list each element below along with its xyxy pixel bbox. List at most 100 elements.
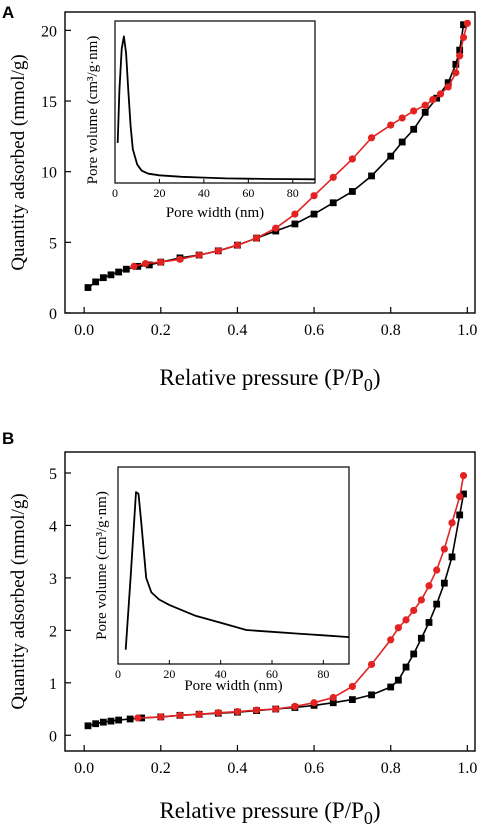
- series-2-point: [252, 234, 261, 242]
- series-2-point: [130, 262, 138, 270]
- inset-y-axis-label: Pore volume (cm³/g·nm): [94, 491, 110, 640]
- series-1-point: [92, 278, 100, 286]
- series-2-point: [402, 616, 410, 624]
- series-2-point: [157, 713, 165, 721]
- series-1-point: [398, 138, 406, 146]
- panel-a-chart: 0.0 0.2 0.4 0.6 0.8 1.0 0 5 10 15 20 Relative press…: [8, 11, 477, 395]
- series-1-point: [134, 262, 142, 270]
- series-1-point: [421, 108, 429, 116]
- inset-x-tick-label: 0: [112, 186, 118, 200]
- y-tick-label: 0: [49, 728, 57, 745]
- series-1-point: [410, 125, 418, 133]
- inset-x-tick-label: 0: [115, 667, 121, 681]
- inset-y-label-unit: (cm³/g·nm): [94, 491, 110, 563]
- series-2-point: [367, 134, 376, 142]
- series-1-point: [452, 60, 460, 68]
- x-tick-label: 0.8: [381, 322, 401, 339]
- series-2-point: [233, 708, 242, 716]
- series-2-point: [348, 155, 356, 163]
- series-2-point: [291, 702, 299, 711]
- inset-x-tick-label: 20: [163, 667, 175, 681]
- series-2-point: [436, 90, 445, 98]
- x-axis-label: Relative pressure (P/P0): [159, 798, 380, 828]
- series-1-point: [368, 172, 375, 180]
- series-1-point: [84, 722, 92, 730]
- series-1-point: [394, 676, 402, 684]
- y-tick-label: 20: [41, 23, 57, 40]
- inset-curve: [116, 35, 316, 181]
- y-axis-label: Quantity adsorbed (mmol/g): [8, 54, 29, 270]
- inset-y-label-unit: (cm³/g·nm): [85, 36, 101, 108]
- series-1-point: [310, 210, 318, 218]
- series-2-point: [456, 492, 464, 501]
- inset-x-tick-label: 40: [198, 186, 210, 200]
- series-2-point: [398, 114, 406, 122]
- series-1-point: [348, 696, 356, 703]
- y-tick-label: 4: [49, 518, 57, 535]
- series-2-point: [291, 210, 299, 218]
- series-2-point: [425, 582, 433, 590]
- series-2-point: [429, 96, 437, 104]
- series-1-point: [456, 511, 464, 519]
- series-1-point: [417, 634, 425, 642]
- inset-x-tick-label: 20: [153, 186, 165, 200]
- x-tick-label: 1.0: [457, 322, 477, 339]
- panel-b-chart: 0.0 0.2 0.4 0.6 0.8 1.0 0 1 2 3 4 5 Relative pressur…: [8, 451, 477, 828]
- series-2-point: [387, 636, 395, 644]
- x-tick-label: 0.0: [74, 760, 94, 777]
- series-1-point: [126, 715, 134, 723]
- series-2-point: [214, 709, 222, 717]
- series-2-point: [410, 606, 418, 615]
- inset-x-tick-label: 60: [266, 667, 278, 681]
- series-2-point: [452, 69, 460, 77]
- y-axis-label: Quantity adsorbed (mmol/g): [8, 493, 29, 709]
- x-tick-label: 0.6: [304, 322, 324, 339]
- inset-chart: 0 20 40 60 80 Pore width (nm) Pore volume (cm³…: [94, 466, 350, 694]
- series-1-point: [460, 490, 467, 498]
- x-tick-label: 0.8: [381, 760, 401, 777]
- series-2-point: [463, 19, 471, 27]
- series-2-point: [459, 33, 468, 42]
- series-2-point: [444, 83, 452, 91]
- series-2-point: [272, 705, 280, 713]
- x-tick-label: 1.0: [457, 760, 477, 777]
- x-axis-label: Relative pressure (P/P0): [159, 365, 380, 395]
- series-2-point: [176, 255, 184, 263]
- inset-x-axis-label: Pore width (nm): [166, 205, 264, 221]
- series-2-point: [448, 519, 456, 527]
- series-2-point: [459, 472, 468, 480]
- x-tick-label: 0.4: [227, 760, 247, 777]
- series-1-point: [84, 284, 92, 291]
- y-tick-label: 15: [41, 94, 57, 111]
- series-1-point: [368, 691, 375, 699]
- series-1-point: [329, 699, 337, 707]
- panel-letter-a: A: [2, 3, 14, 22]
- series-1-point: [107, 717, 115, 725]
- inset-frame: [114, 20, 316, 184]
- series-1-point: [448, 553, 456, 561]
- series-1-point: [387, 152, 395, 160]
- series-1-point: [329, 199, 337, 207]
- y-tick-label: 5: [49, 466, 57, 483]
- series-2-point: [440, 545, 448, 553]
- series-2-point: [195, 710, 203, 718]
- inset-y-label-main: Pore volume: [85, 108, 101, 185]
- series-1-point: [460, 21, 467, 29]
- inset-x-axis-label: Pore width (nm): [184, 678, 282, 694]
- series-1-point: [425, 619, 433, 626]
- series-2-point: [310, 699, 318, 707]
- series-1-point: [99, 718, 107, 726]
- series-2-point: [195, 251, 203, 259]
- inset-x-tick-label: 80: [317, 667, 329, 681]
- y-tick-label: 10: [41, 165, 57, 182]
- series-2-point: [417, 596, 425, 604]
- y-tick-label: 0: [49, 306, 57, 323]
- series-1-point: [387, 683, 395, 691]
- inset-x-tick-label: 40: [215, 667, 227, 681]
- series-2-point: [433, 566, 441, 574]
- plot-frame: [64, 451, 476, 752]
- series-2-point: [348, 682, 356, 691]
- y-tick-label: 1: [49, 676, 57, 693]
- series-1-point: [433, 94, 441, 102]
